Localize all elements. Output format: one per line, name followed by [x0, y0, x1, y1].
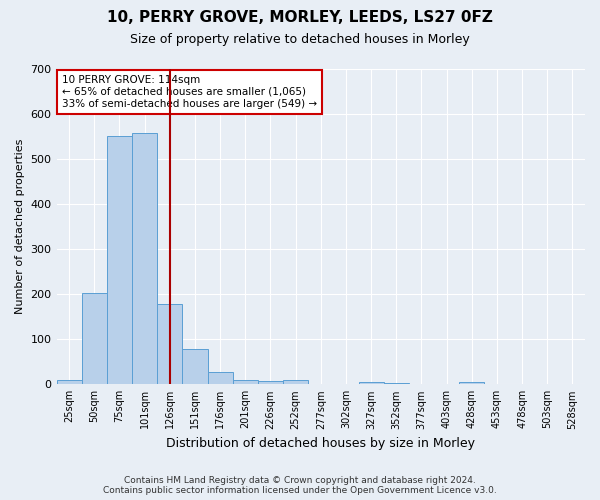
Bar [233, 380, 258, 384]
Bar [383, 383, 409, 384]
Bar [283, 380, 308, 384]
Bar [459, 382, 484, 384]
Bar [132, 134, 157, 384]
X-axis label: Distribution of detached houses by size in Morley: Distribution of detached houses by size … [166, 437, 475, 450]
Text: 10, PERRY GROVE, MORLEY, LEEDS, LS27 0FZ: 10, PERRY GROVE, MORLEY, LEEDS, LS27 0FZ [107, 10, 493, 25]
Bar [56, 380, 82, 384]
Bar [107, 136, 132, 384]
Y-axis label: Number of detached properties: Number of detached properties [15, 139, 25, 314]
Text: Size of property relative to detached houses in Morley: Size of property relative to detached ho… [130, 32, 470, 46]
Bar [258, 381, 283, 384]
Bar [182, 349, 208, 384]
Bar [208, 372, 233, 384]
Bar [157, 304, 182, 384]
Bar [359, 382, 383, 384]
Bar [82, 293, 107, 384]
Text: 10 PERRY GROVE: 114sqm
← 65% of detached houses are smaller (1,065)
33% of semi-: 10 PERRY GROVE: 114sqm ← 65% of detached… [62, 76, 317, 108]
Text: Contains HM Land Registry data © Crown copyright and database right 2024.
Contai: Contains HM Land Registry data © Crown c… [103, 476, 497, 495]
